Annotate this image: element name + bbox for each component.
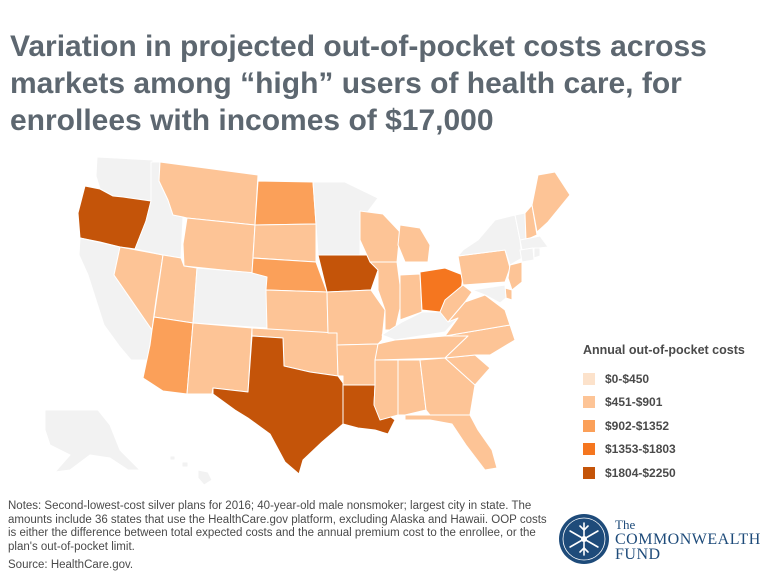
- logo-line-the: The: [615, 517, 636, 532]
- us-map: [44, 156, 571, 486]
- page-title: Variation in projected out-of-pocket cos…: [10, 30, 707, 137]
- state-tx: [212, 335, 344, 475]
- legend-swatch: [583, 466, 595, 479]
- legend-item: $1353-$1803: [583, 438, 763, 462]
- source: Source: HealthCare.gov.: [8, 559, 134, 571]
- state-mi: [397, 224, 431, 263]
- state-il: [369, 261, 403, 331]
- state-mt: [158, 161, 259, 226]
- legend-label: $1353-$1803: [605, 442, 676, 457]
- state-wi: [359, 210, 401, 263]
- state-sd: [252, 223, 317, 263]
- logo-line-commonwealth: COMMONWEALTH: [615, 531, 761, 548]
- legend: Annual out-of-pocket costs $0-$450 $451-$…: [583, 343, 763, 485]
- state-ks: [265, 289, 329, 334]
- state-al: [397, 359, 427, 416]
- commonwealth-fund-logo: The COMMONWEALTH FUND: [558, 513, 763, 567]
- legend-item: $902-$1352: [583, 414, 763, 438]
- state-ma: [519, 235, 549, 251]
- state-nd: [254, 180, 317, 226]
- state-nh: [524, 204, 538, 241]
- legend-swatch: [583, 443, 595, 456]
- state-wy: [182, 217, 256, 274]
- state-md: [471, 284, 507, 304]
- state-ny: [457, 214, 523, 266]
- legend-label: $1804-$2250: [605, 465, 676, 480]
- legend-label: $0-$450: [605, 371, 650, 386]
- legend-swatch: [583, 419, 595, 432]
- state-fl: [404, 414, 498, 471]
- logo-line-fund: FUND: [615, 546, 661, 563]
- notes: Notes: Second-lowest-cost silver plans f…: [8, 500, 547, 553]
- legend-item: $0-$450: [583, 367, 763, 391]
- state-ia: [317, 254, 379, 293]
- state-va: [444, 294, 511, 337]
- state-ct: [519, 247, 535, 263]
- state-ri: [533, 247, 541, 259]
- legend-item: $1804-$2250: [583, 461, 763, 485]
- state-nm: [186, 322, 253, 395]
- state-ar: [336, 343, 379, 386]
- state-ak: [44, 409, 141, 473]
- legend-label: $451-$901: [605, 395, 663, 410]
- legend-swatch: [583, 372, 595, 385]
- legend-swatch: [583, 396, 595, 409]
- state-hi: [169, 455, 213, 486]
- state-co: [192, 267, 270, 329]
- legend-title: Annual out-of-pocket costs: [583, 343, 745, 357]
- state-me: [531, 171, 571, 233]
- state-ms: [373, 359, 399, 421]
- snowflake-seal-icon: [559, 514, 609, 564]
- state-nj: [507, 261, 523, 291]
- legend-label: $902-$1352: [605, 418, 670, 433]
- legend-item: $451-$901: [583, 391, 763, 415]
